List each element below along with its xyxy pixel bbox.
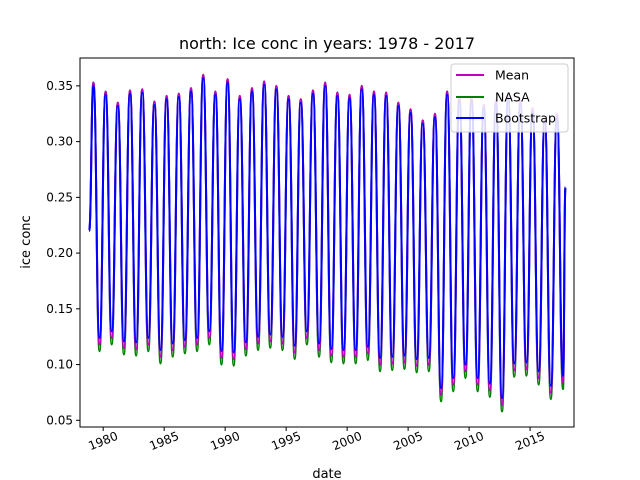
x-axis-ticks: 1980 1985 1990 1995 2000 2005 2010 2015 [86, 427, 547, 453]
x-axis-label: date [312, 467, 341, 480]
y-tick-label: 0.35 [46, 79, 73, 93]
x-tick-label: 2005 [391, 429, 425, 453]
x-tick-label: 2000 [330, 429, 364, 453]
legend-label-nasa: NASA [495, 90, 530, 105]
legend-label-bootstrap: Bootstrap [495, 111, 556, 126]
plot-frame [79, 57, 575, 428]
y-tick-label: 0.15 [46, 302, 73, 316]
chart-title: north: Ice conc in years: 1978 - 2017 [179, 34, 475, 53]
x-tick-label: 1995 [269, 429, 303, 453]
y-tick-label: 0.20 [46, 246, 73, 260]
y-axis-ticks: 0.05 0.10 0.15 0.20 0.25 0.30 0.35 [46, 79, 80, 427]
legend-label-mean: Mean [495, 68, 529, 83]
y-axis-label: ice conc [19, 215, 34, 268]
legend-box [450, 63, 569, 133]
x-tick-label: 1990 [208, 429, 242, 453]
y-tick-label: 0.05 [46, 413, 73, 427]
x-tick-label: 1980 [86, 429, 120, 453]
series-bootstrap-line [88, 77, 567, 400]
y-tick-label: 0.10 [46, 358, 73, 372]
y-tick-label: 0.30 [46, 135, 73, 149]
x-tick-label: 2010 [452, 429, 486, 453]
x-tick-label: 2015 [513, 429, 547, 453]
y-tick-label: 0.25 [46, 190, 73, 204]
legend: Mean NASA Bootstrap [450, 63, 569, 133]
x-tick-label: 1985 [147, 429, 181, 453]
